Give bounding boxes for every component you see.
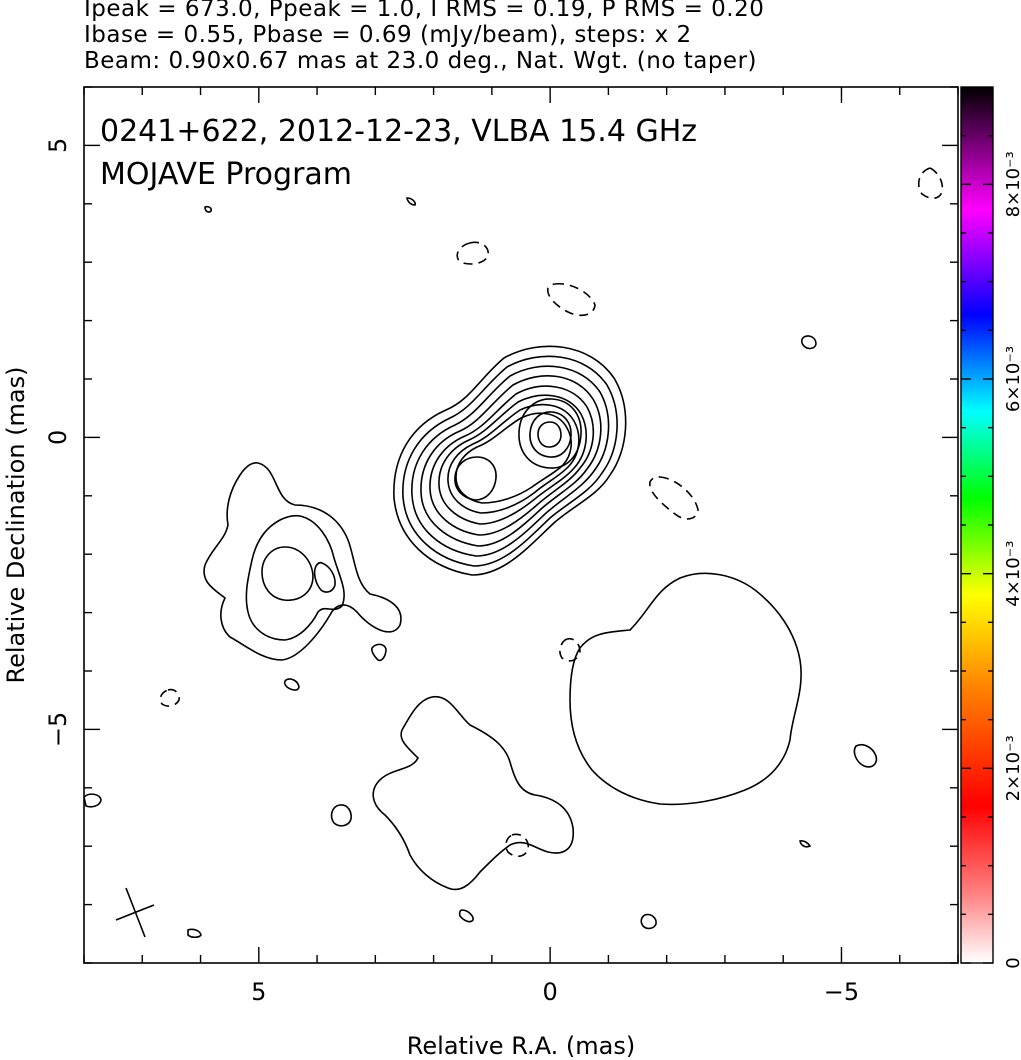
negative-contour <box>559 637 581 662</box>
contour-lower-center <box>372 696 574 891</box>
contour-level-5 <box>429 385 595 536</box>
contour-level-6 <box>438 394 588 525</box>
contour-level-2 <box>402 355 618 567</box>
colorbar-tick-label: 0 <box>1003 957 1021 968</box>
plot-title-group: 0241+622, 2012-12-23, VLBA 15.4 GHz MOJA… <box>100 114 697 192</box>
x-tick-labels: 5 0 −5 <box>251 978 859 1006</box>
contour-island <box>853 743 878 768</box>
header-line-2: Ibase = 0.55, Pbase = 0.69 (mJy/beam), s… <box>84 22 692 48</box>
plot-frame <box>83 86 959 964</box>
contour-island <box>371 643 387 662</box>
contour-level-3 <box>411 365 610 557</box>
colorbar-tick-label: 4×10⁻³ <box>1003 541 1021 607</box>
contour-island <box>800 335 817 350</box>
y-axis-label: Relative Declination (mas) <box>2 366 30 683</box>
contour-left-inner <box>261 546 314 601</box>
contour-level-7 <box>447 403 580 514</box>
contour-island <box>204 205 212 213</box>
x-tick-marks <box>83 87 959 963</box>
colorbar-ticks <box>961 134 993 964</box>
contour-left-mid <box>245 514 345 641</box>
contour-island <box>406 197 416 206</box>
y-tick-label: 5 <box>44 138 72 153</box>
contour-core-inner-2 <box>529 411 572 458</box>
negative-contour <box>456 241 490 265</box>
contour-island <box>640 913 657 930</box>
y-tick-labels: 5 0 −5 <box>44 138 72 747</box>
y-tick-marks <box>84 86 958 964</box>
contour-core-inner-3 <box>537 421 562 448</box>
small-positive-contours <box>84 197 878 939</box>
contour-island <box>799 840 812 848</box>
negative-contour <box>649 475 699 520</box>
y-tick-label: 0 <box>44 430 72 445</box>
contour-core-inner-1 <box>518 398 582 469</box>
x-tick-label: 0 <box>542 978 557 1006</box>
contour-level-1 <box>393 345 627 576</box>
core-jet-contours <box>393 345 627 576</box>
negative-contour <box>546 282 596 317</box>
y-tick-label: −5 <box>44 712 72 747</box>
negative-contour <box>159 688 180 707</box>
x-axis-label: Relative R.A. (mas) <box>407 1032 635 1060</box>
contour-layer <box>84 167 944 939</box>
plot-subtitle: MOJAVE Program <box>100 157 352 192</box>
header-line-3: Beam: 0.90x0.67 mas at 23.0 deg., Nat. W… <box>84 48 757 74</box>
colorbar-tick-label: 8×10⁻³ <box>1003 151 1021 217</box>
beam-ellipse-cross <box>115 887 155 938</box>
header-line-1: Ipeak = 673.0, Ppeak = 1.0, I RMS = 0.19… <box>84 0 765 22</box>
contour-level-4 <box>420 375 602 547</box>
x-tick-label: 5 <box>251 978 266 1006</box>
contour-left-outer <box>203 462 402 661</box>
colorbar-tick-label: 2×10⁻³ <box>1003 735 1021 801</box>
contour-level-8 <box>455 412 572 504</box>
contour-island <box>187 928 202 939</box>
negative-contour <box>505 833 530 858</box>
contour-island <box>458 909 474 923</box>
plot-title: 0241+622, 2012-12-23, VLBA 15.4 GHz <box>100 114 697 149</box>
x-tick-label: −5 <box>824 978 859 1006</box>
beam-minor-axis <box>115 904 155 921</box>
colorbar-tick-labels: 0 2×10⁻³ 4×10⁻³ 6×10⁻³ 8×10⁻³ <box>1003 151 1021 968</box>
contour-left-knot <box>313 561 336 593</box>
contour-lower-right-blob <box>569 572 802 806</box>
contour-island <box>330 804 352 827</box>
contour-island <box>84 793 102 808</box>
colorbar-tick-label: 6×10⁻³ <box>1003 346 1021 412</box>
negative-contours <box>159 167 944 858</box>
contour-jet-inner-1 <box>454 456 497 501</box>
contour-island <box>283 678 300 691</box>
negative-contour <box>917 167 944 200</box>
left-emission-contours <box>203 462 402 661</box>
